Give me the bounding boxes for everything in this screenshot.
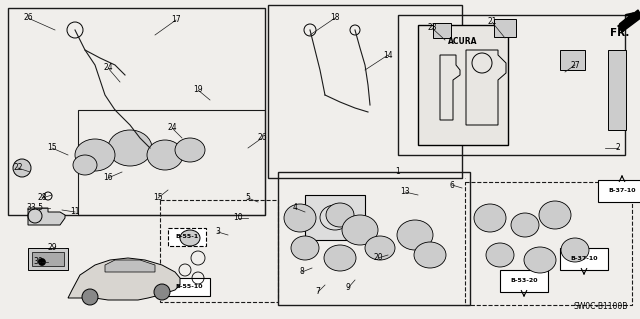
Bar: [168, 228, 206, 246]
Text: 22: 22: [13, 164, 23, 173]
Text: 3: 3: [216, 227, 220, 236]
Ellipse shape: [524, 247, 556, 273]
Ellipse shape: [73, 155, 97, 175]
Ellipse shape: [291, 236, 319, 260]
Bar: [305, 195, 365, 240]
Text: 14: 14: [383, 50, 393, 60]
Text: B-37-10: B-37-10: [570, 256, 598, 262]
Text: 28: 28: [37, 194, 47, 203]
Ellipse shape: [511, 213, 539, 237]
Bar: [168, 278, 210, 296]
Ellipse shape: [326, 203, 354, 227]
Bar: [418, 25, 508, 145]
Ellipse shape: [108, 130, 152, 166]
Circle shape: [38, 258, 45, 265]
Text: B-37-10: B-37-10: [608, 189, 636, 194]
Circle shape: [82, 289, 98, 305]
Text: 24: 24: [167, 123, 177, 132]
Bar: [608, 50, 626, 130]
Polygon shape: [618, 10, 640, 32]
Text: ACURA: ACURA: [448, 37, 477, 46]
Circle shape: [13, 159, 31, 177]
Text: 16: 16: [103, 174, 113, 182]
Text: 2: 2: [616, 144, 620, 152]
Text: 4: 4: [292, 204, 298, 212]
Text: 9: 9: [346, 284, 351, 293]
Ellipse shape: [75, 139, 115, 171]
Bar: [560, 248, 608, 270]
Text: 11: 11: [70, 207, 80, 217]
Text: 18: 18: [330, 13, 340, 23]
Text: SW0C-B1100B: SW0C-B1100B: [573, 302, 628, 311]
Text: 23: 23: [427, 24, 437, 33]
Text: 1: 1: [396, 167, 401, 176]
Polygon shape: [28, 248, 68, 270]
Polygon shape: [105, 260, 155, 272]
Ellipse shape: [180, 230, 200, 246]
Ellipse shape: [284, 204, 316, 232]
Text: B-55-1: B-55-1: [175, 234, 198, 240]
Text: 15: 15: [47, 144, 57, 152]
Ellipse shape: [486, 243, 514, 267]
Text: 20: 20: [373, 254, 383, 263]
Text: 29: 29: [47, 243, 57, 253]
Text: 21: 21: [487, 18, 497, 26]
Text: B-53-20: B-53-20: [510, 278, 538, 284]
Bar: [598, 180, 640, 202]
Bar: [433, 23, 451, 38]
Text: 6: 6: [449, 181, 454, 189]
Text: 33.5: 33.5: [26, 204, 44, 212]
Text: 27: 27: [570, 61, 580, 70]
Text: 10: 10: [233, 213, 243, 222]
Ellipse shape: [175, 138, 205, 162]
Bar: [8, 8, 265, 215]
Circle shape: [154, 284, 170, 300]
Bar: [559, 50, 584, 70]
Ellipse shape: [397, 220, 433, 250]
Polygon shape: [28, 208, 65, 225]
Bar: [160, 200, 278, 302]
Bar: [268, 5, 462, 178]
Text: 30: 30: [33, 257, 43, 266]
Text: 8: 8: [300, 268, 305, 277]
Text: 7: 7: [316, 287, 321, 296]
Ellipse shape: [147, 140, 183, 170]
Ellipse shape: [365, 236, 395, 260]
Text: B-55-10: B-55-10: [175, 285, 203, 290]
Bar: [32, 252, 64, 266]
Bar: [398, 15, 625, 155]
Text: 24: 24: [103, 63, 113, 72]
Ellipse shape: [539, 201, 571, 229]
Ellipse shape: [414, 242, 446, 268]
Polygon shape: [68, 258, 180, 300]
Text: 17: 17: [171, 16, 181, 25]
Bar: [500, 270, 548, 292]
Text: 5: 5: [246, 194, 250, 203]
Bar: [78, 110, 265, 215]
Text: 13: 13: [400, 188, 410, 197]
Text: FR.: FR.: [610, 28, 629, 38]
Text: 26: 26: [23, 13, 33, 23]
Ellipse shape: [474, 204, 506, 232]
Text: 26: 26: [257, 133, 267, 143]
Ellipse shape: [342, 215, 378, 245]
Bar: [465, 182, 632, 305]
Ellipse shape: [324, 245, 356, 271]
Bar: [494, 19, 516, 37]
Ellipse shape: [561, 238, 589, 262]
Text: 15: 15: [153, 194, 163, 203]
Bar: [278, 172, 470, 305]
Text: 19: 19: [193, 85, 203, 94]
